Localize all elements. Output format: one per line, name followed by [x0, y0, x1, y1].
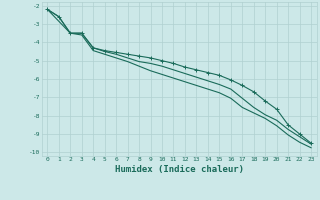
X-axis label: Humidex (Indice chaleur): Humidex (Indice chaleur)	[115, 165, 244, 174]
